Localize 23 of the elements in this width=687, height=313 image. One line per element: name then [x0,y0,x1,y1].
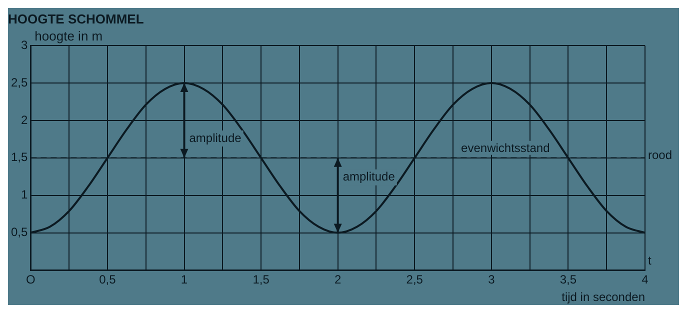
y-tick-label: 1 [20,188,28,202]
x-tick-label: 3,5 [560,272,577,287]
annotation: amplitude [342,170,396,184]
y-tick-label: 3 [20,38,28,52]
chart-title: HOOGTE SCHOMMEL [8,11,144,26]
y-tick-label: 1,5 [10,150,28,164]
x-tick-label: 4 [642,272,649,287]
annotation: amplitude [189,130,242,145]
y-axis-title: hoogte in m [34,28,103,44]
x-tick-label: O [26,272,36,287]
x-tick-label: 1,5 [252,272,270,287]
text: t [648,254,652,268]
x-tick-label: 2 [334,272,342,287]
x-tick-label: 3 [488,272,496,287]
x-axis-title: tijd in seconden [562,290,645,304]
x-tick-label: 0,5 [99,272,116,287]
y-tick-label: 2 [20,112,28,127]
ref-line-label: evenwichtsstand [461,141,550,156]
text: rood [648,148,672,162]
y-tick-label: 2,5 [10,75,28,90]
y-tick-label: 0,5 [10,225,28,240]
x-tick-label: 1 [180,272,188,287]
x-tick-label: 2,5 [406,272,424,287]
